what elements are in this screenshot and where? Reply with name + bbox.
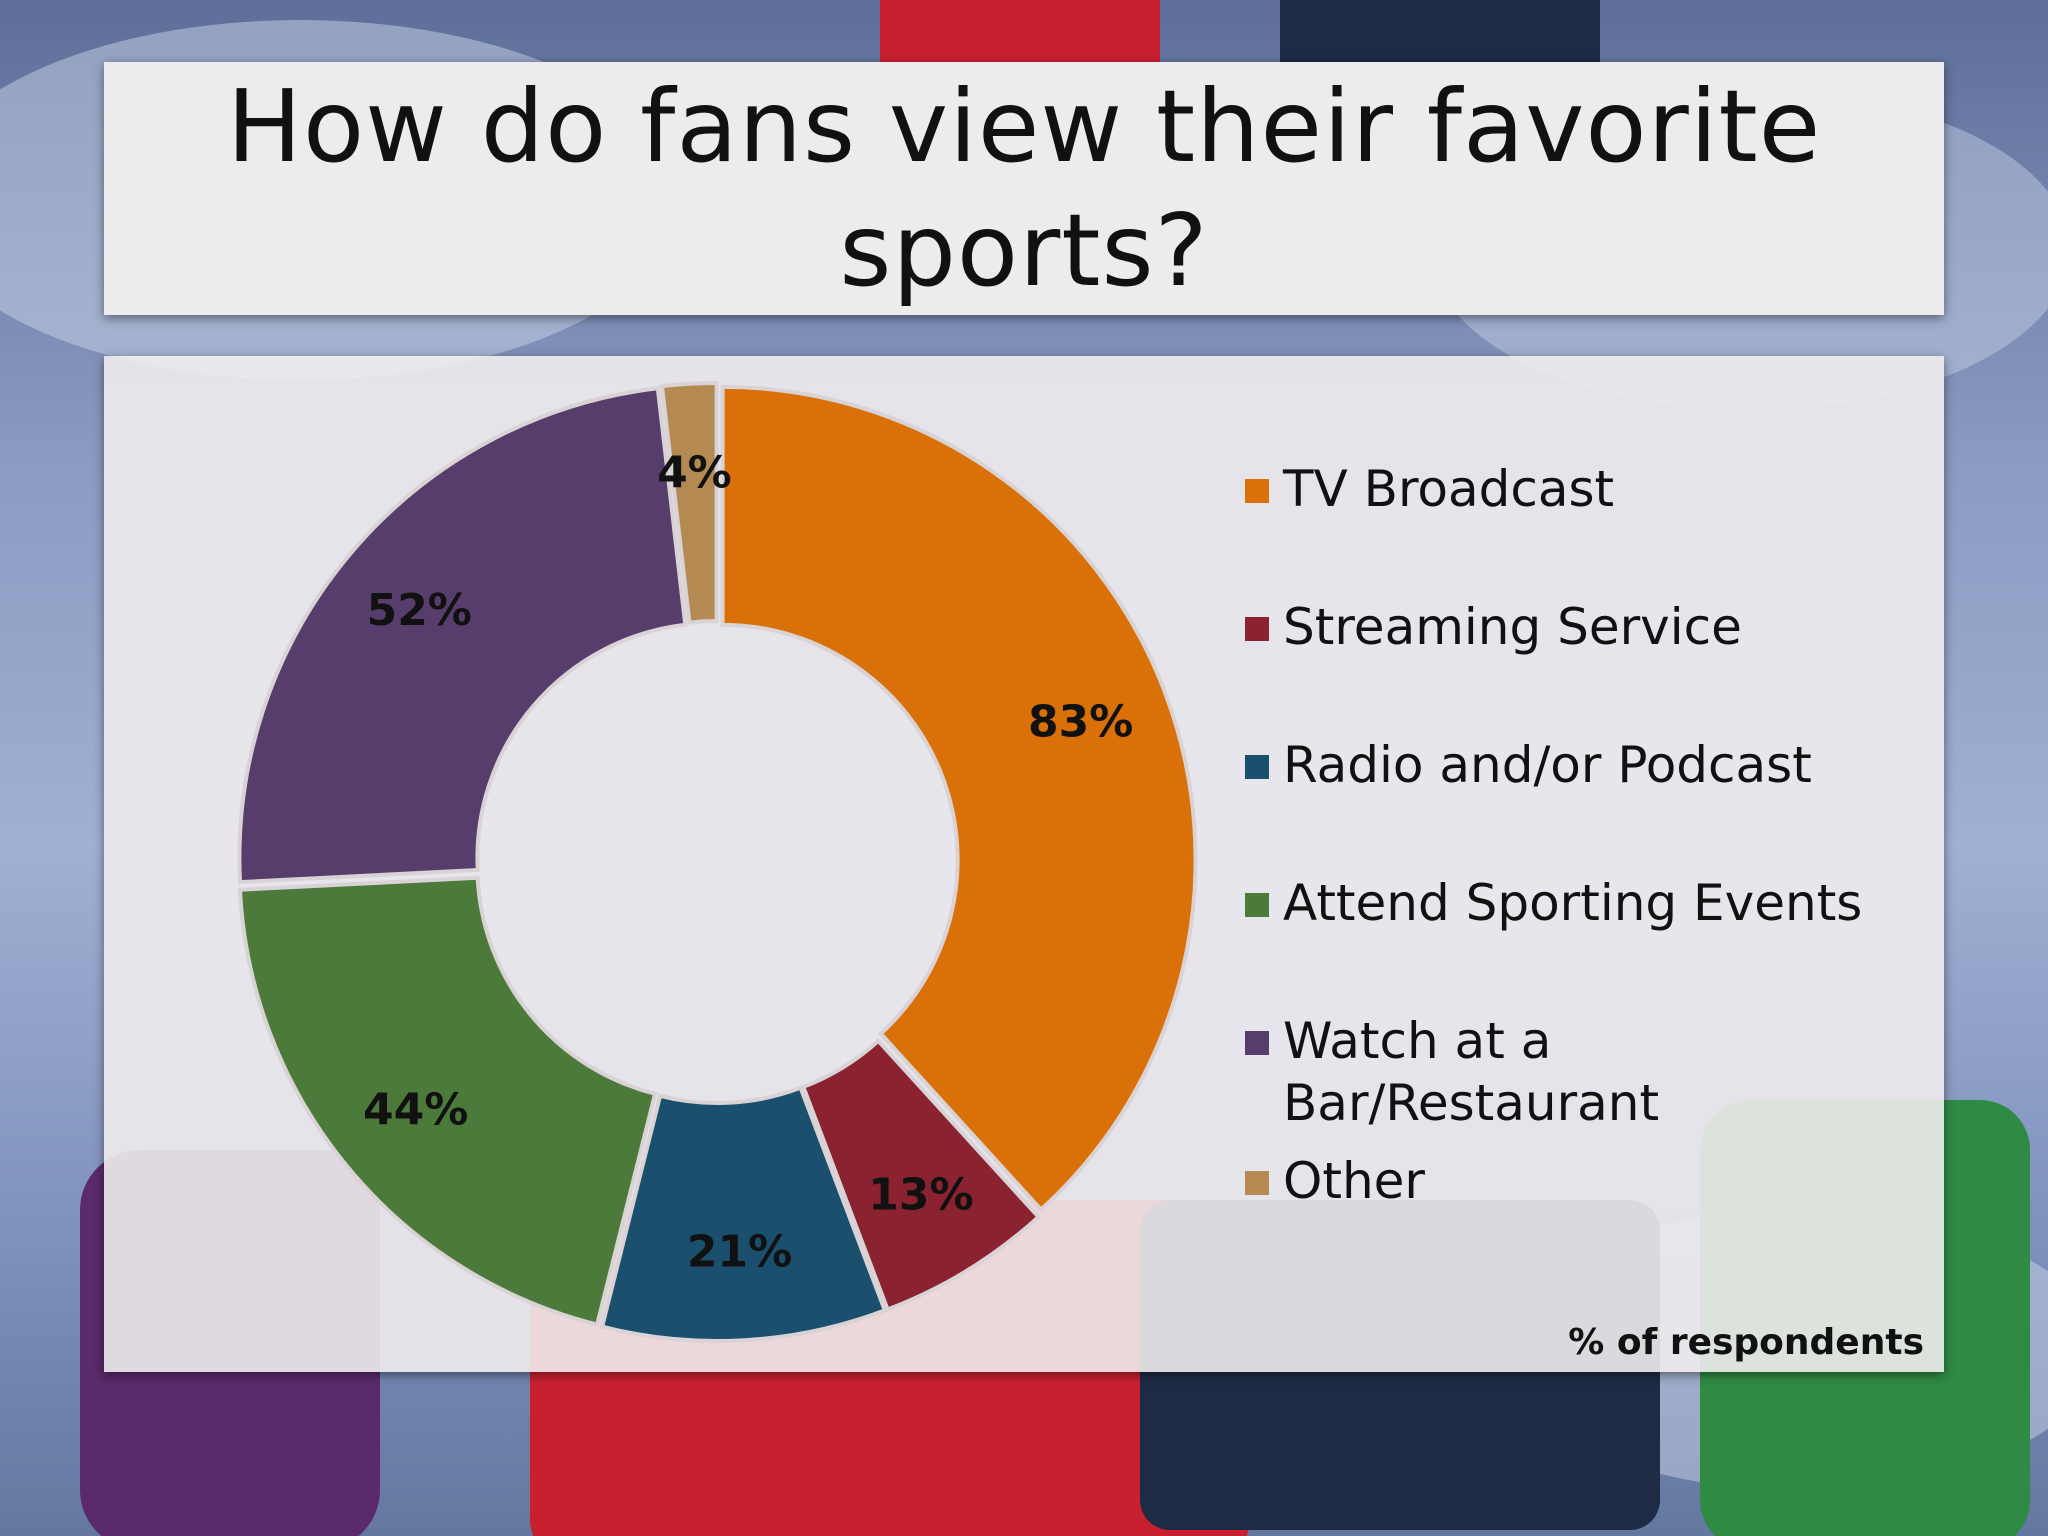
legend-swatch	[1245, 479, 1269, 503]
legend-item: Radio and/or Podcast	[1245, 734, 1883, 796]
slice-streaming-service	[800, 1038, 1042, 1313]
legend-label: Attend Sporting Events	[1283, 874, 1863, 932]
slice-attend-sporting-events	[237, 875, 658, 1327]
title-box: How do fans view their favorite sports?	[104, 62, 1944, 315]
legend-item: Streaming Service	[1245, 596, 1883, 658]
legend-item: Other	[1245, 1150, 1883, 1212]
legend-swatch	[1245, 1031, 1269, 1055]
legend-label: Watch at a Bar/Restaurant	[1283, 1012, 1660, 1132]
legend-item: TV Broadcast	[1245, 458, 1883, 520]
data-label-other: 4%	[657, 448, 732, 499]
legend-item: Watch at a Bar/Restaurant	[1245, 1010, 1883, 1134]
data-label-attend-sporting-events: 44%	[363, 1085, 468, 1136]
chart-slices	[237, 381, 1198, 1343]
legend-label: TV Broadcast	[1283, 460, 1615, 518]
slice-tv-broadcast	[720, 384, 1198, 1213]
slice-watch-at-a-bar-restaurant	[237, 386, 688, 885]
legend-label: Streaming Service	[1283, 598, 1742, 656]
chart-data-labels: 83% 13% 21% 44% 52% 4%	[363, 448, 1133, 1278]
legend-label: Other	[1283, 1152, 1425, 1210]
legend-swatch	[1245, 755, 1269, 779]
legend-swatch	[1245, 1171, 1269, 1195]
legend-swatch	[1245, 617, 1269, 641]
data-label-tv-broadcast: 83%	[1028, 696, 1133, 747]
data-label-watch-at-a-bar-restaurant: 52%	[367, 585, 472, 636]
legend-label: Radio and/or Podcast	[1283, 736, 1812, 794]
respondents-note: % of respondents	[1568, 1322, 1924, 1363]
slice-other	[659, 381, 719, 625]
slide-title: How do fans view their favorite sports?	[226, 67, 1822, 309]
data-label-radio-and-or-podcast: 21%	[687, 1226, 792, 1277]
legend-swatch	[1245, 893, 1269, 917]
slice-radio-and-or-podcast	[599, 1085, 888, 1343]
data-label-streaming-service: 13%	[868, 1169, 973, 1220]
legend-item: Attend Sporting Events	[1245, 872, 1883, 934]
doughnut-chart: 83% 13% 21% 44% 52% 4%	[237, 381, 1198, 1343]
